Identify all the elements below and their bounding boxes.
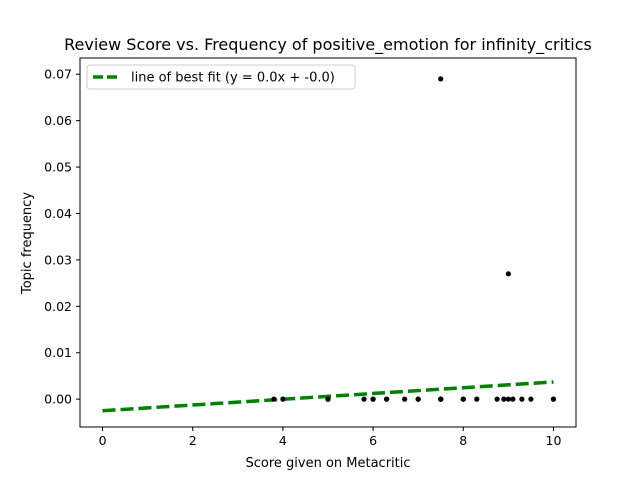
data-point [474, 396, 480, 402]
data-point [505, 396, 511, 402]
data-point [510, 396, 516, 402]
data-point [438, 76, 444, 82]
x-tick-label: 8 [459, 433, 467, 448]
legend-label: line of best fit (y = 0.0x + -0.0) [131, 71, 335, 86]
x-tick-label: 4 [279, 433, 287, 448]
y-tick-label: 0.03 [44, 252, 72, 267]
data-point [494, 396, 500, 402]
x-tick-label: 2 [189, 433, 197, 448]
legend-box [86, 64, 356, 90]
x-tick-label: 6 [369, 433, 377, 448]
y-tick-label: 0.06 [44, 113, 72, 128]
y-tick-label: 0.04 [44, 206, 72, 221]
x-tick-label: 10 [546, 433, 562, 448]
best-fit-line [102, 380, 554, 413]
data-point [361, 396, 367, 402]
data-point [519, 396, 525, 402]
plot-area: 0 2 4 6 8 10 0.00 0.01 0.02 0.03 0.04 0.05 0.06 0.07 [44, 57, 577, 448]
data-point [384, 396, 390, 402]
data-point [325, 396, 331, 402]
x-tick-label: 0 [99, 433, 107, 448]
legend: line of best fit (y = 0.0x + -0.0) [86, 64, 356, 90]
x-axis: 0 2 4 6 8 10 [99, 427, 562, 448]
data-point [550, 396, 557, 402]
y-axis-label: Topic frequency [20, 192, 35, 295]
chart-title: Review Score vs. Frequency of positive_e… [64, 35, 592, 55]
y-tick-label: 0.01 [44, 345, 72, 360]
y-tick-label: 0.00 [44, 392, 72, 407]
data-point [271, 396, 277, 402]
data-point [280, 396, 286, 402]
data-point [370, 396, 376, 402]
plot-frame [79, 57, 577, 428]
data-marks [102, 76, 557, 413]
y-tick-label: 0.05 [44, 160, 72, 175]
y-tick-label: 0.02 [44, 299, 72, 314]
data-point [505, 271, 511, 277]
data-point [460, 396, 466, 402]
data-point [438, 396, 444, 402]
data-point [528, 396, 534, 402]
data-point [501, 396, 507, 402]
y-tick-label: 0.07 [44, 67, 72, 82]
y-axis: 0.00 0.01 0.02 0.03 0.04 0.05 0.06 0.07 [44, 67, 80, 407]
data-point [402, 396, 408, 402]
x-axis-label: Score given on Metacritic [245, 456, 410, 471]
data-point [415, 396, 421, 402]
